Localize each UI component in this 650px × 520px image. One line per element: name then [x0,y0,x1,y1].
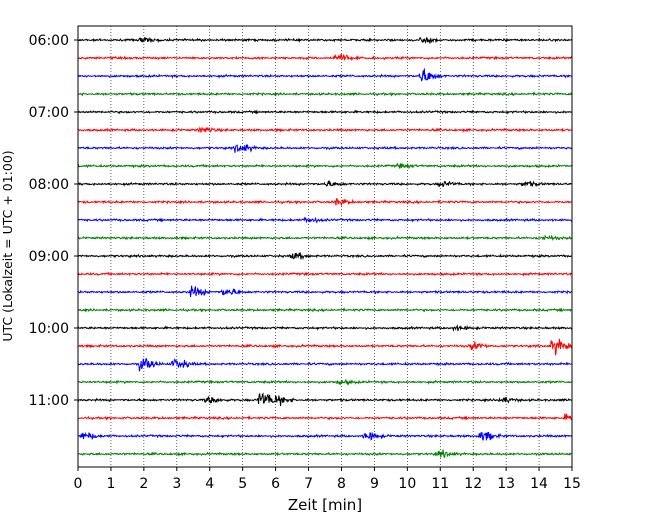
x-tick-label: 15 [563,476,581,492]
seismogram-trace-0845 [77,234,573,241]
y-tick-label: 09:00 [29,249,69,265]
seismogram-trace-1100 [77,392,573,407]
seismogram-trace-0915 [77,271,573,277]
y-axis-ticks: 06:00 07:00 08:00 09:00 10:00 11:00 [29,33,78,409]
x-tick-label: 12 [464,476,482,492]
seismogram-trace-1015 [77,338,573,356]
x-axis-label: Zeit [min] [288,496,362,514]
seismogram-trace-0645 [77,91,573,97]
x-tick-label: 3 [172,476,181,492]
seismogram-trace-0830 [77,216,573,224]
y-tick-label: 10:00 [29,321,69,337]
x-tick-label: 10 [398,476,416,492]
x-tick-label: 7 [304,476,313,492]
y-tick-label: 06:00 [29,33,69,49]
y-tick-label: 08:00 [29,177,69,193]
seismogram-trace-1030 [77,357,573,372]
y-tick-label: 11:00 [29,393,69,409]
seismogram-trace-0700 [77,109,573,115]
x-tick-label: 4 [205,476,214,492]
x-tick-label: 5 [238,476,247,492]
seismogram-trace-0630 [77,68,573,82]
seismogram-trace-0730 [77,143,573,153]
y-tick-label: 07:00 [29,105,69,121]
x-tick-label: 0 [74,476,83,492]
x-tick-label: 11 [431,476,449,492]
seismogram-trace-0715 [77,126,573,134]
x-tick-label: 6 [271,476,280,492]
plot-frame [77,25,573,468]
x-tick-label: 9 [370,476,379,492]
x-tick-label: 14 [530,476,548,492]
seismogram-traces [77,36,573,459]
seismogram-trace-1000 [77,324,573,332]
x-tick-label: 1 [106,476,115,492]
seismogram-trace-1130 [77,431,573,441]
seismogram-trace-1045 [77,378,573,386]
x-axis-ticks: 0 1 2 3 4 5 6 7 8 9 10 11 12 13 14 15 [74,467,581,492]
x-tick-label: 2 [139,476,148,492]
seismogram-trace-0745 [77,162,573,170]
seismogram-trace-0900 [77,252,573,261]
y-axis-label: UTC (Lokalzeit = UTC + 01:00) [0,150,15,341]
seismogram-trace-0945 [77,307,573,313]
x-tick-label: 13 [497,476,515,492]
seismogram-trace-0800 [78,180,573,188]
x-tick-label: 8 [337,476,346,492]
seismogram-trace-0615 [77,53,573,62]
seismogram-trace-1145 [77,449,573,459]
seismogram-trace-0600 [77,36,573,45]
seismogram-trace-1115 [77,413,573,421]
seismogram-trace-0815 [77,198,573,207]
seismogram-trace-0930 [77,285,573,297]
